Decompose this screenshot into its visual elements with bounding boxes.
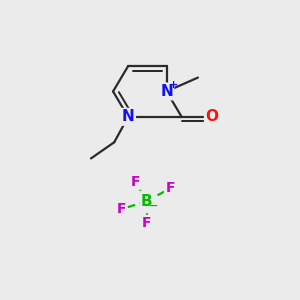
Text: F: F [130,175,140,188]
Text: +: + [169,80,178,90]
Text: B: B [141,194,153,209]
Text: F: F [142,216,152,230]
Text: F: F [116,202,126,216]
Text: N: N [122,109,135,124]
Text: −: − [148,201,158,211]
Text: O: O [206,109,218,124]
Text: N: N [160,84,173,99]
Text: F: F [165,182,175,196]
